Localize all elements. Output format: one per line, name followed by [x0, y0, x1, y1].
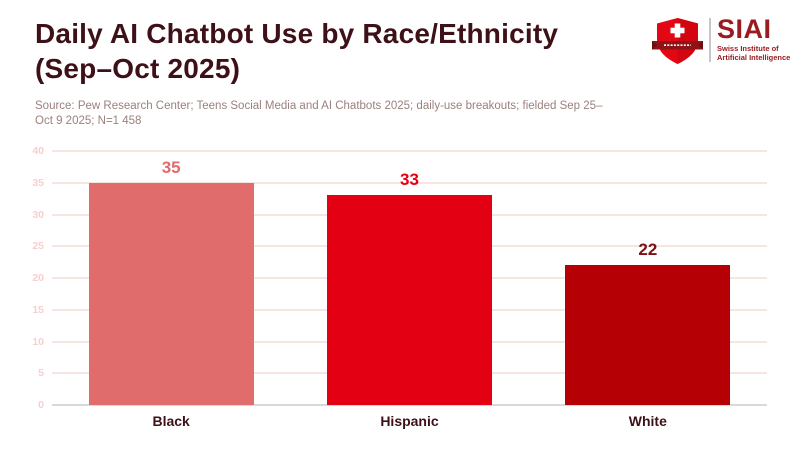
bar-white	[565, 265, 731, 405]
y-tick-label-30: 30	[32, 208, 44, 221]
logo-text: SIAI Swiss Institute of Artificial Intel…	[717, 14, 791, 62]
logo-name-line-2: Artificial Intelligence	[717, 52, 791, 62]
page-title: Daily AI Chatbot Use by Race/Ethnicity (…	[35, 16, 635, 86]
y-tick-label-10: 10	[32, 335, 44, 348]
swiss-shield-icon	[652, 18, 703, 64]
y-tick-label-20: 20	[32, 272, 44, 284]
y-tick-label-25: 25	[32, 240, 44, 253]
chart-header: Daily AI Chatbot Use by Race/Ethnicity (…	[35, 16, 635, 129]
y-tick-label-0: 0	[38, 399, 44, 411]
gridline-35	[52, 181, 767, 184]
logo-name: Swiss Institute of Artificial Intelligen…	[717, 44, 791, 62]
title-line-1: Daily AI Chatbot Use by Race/Ethnicity	[35, 18, 559, 49]
source-line-1: Source: Pew Research Center; Teens Socia…	[35, 100, 603, 112]
category-label-hispanic: Hispanic	[380, 413, 439, 429]
y-tick-label-35: 35	[32, 176, 44, 189]
bar-chart: 0 5 10 15 20 25 30 35 40 35 Black 33 Hispanic 22 White	[32, 145, 767, 429]
logo-divider	[709, 18, 711, 62]
y-tick-label-15: 15	[32, 303, 44, 316]
gridline-40	[52, 150, 767, 152]
bar-hispanic	[327, 195, 492, 405]
title-line-2: (Sep–Oct 2025)	[35, 53, 241, 84]
value-label-white: 22	[638, 240, 658, 260]
value-label-black: 35	[161, 157, 181, 177]
y-tick-label-40: 40	[32, 145, 44, 157]
value-label-hispanic: 33	[400, 170, 419, 190]
siai-logo: SIAI Swiss Institute of Artificial Intel…	[651, 14, 791, 65]
x-axis-line	[52, 404, 767, 406]
bar-black	[88, 182, 254, 405]
category-label-white: White	[628, 413, 667, 429]
logo-name-line-1: Swiss Institute of	[717, 44, 779, 53]
source-line-2: Oct 9 2025; N=1 458	[35, 115, 142, 127]
source-note: Source: Pew Research Center; Teens Socia…	[35, 99, 635, 129]
y-tick-label-5: 5	[38, 367, 44, 380]
logo-acronym: SIAI	[717, 14, 772, 44]
category-label-black: Black	[152, 413, 190, 429]
